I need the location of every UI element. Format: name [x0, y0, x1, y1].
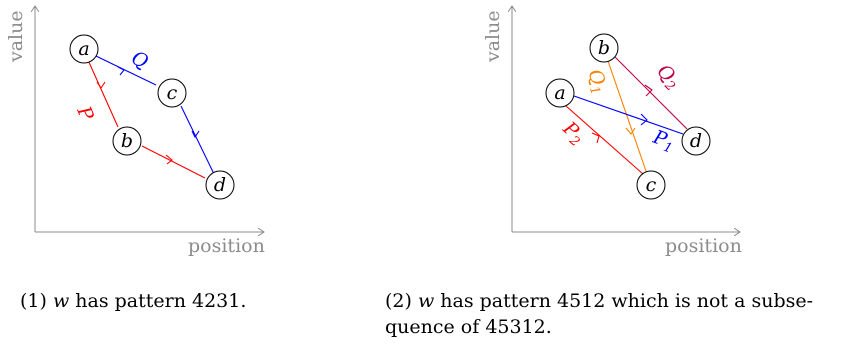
- edge-q: [95, 55, 215, 175]
- y-axis-label: value: [482, 10, 504, 63]
- node-b: b: [589, 33, 619, 63]
- edge-label-q2: Q2: [650, 60, 685, 95]
- edge-q1: [607, 60, 647, 172]
- y-axis-label: value: [5, 10, 27, 63]
- svg-text:d: d: [214, 174, 226, 196]
- edge-label-p: P: [72, 102, 98, 125]
- node-a: a: [69, 34, 99, 64]
- node-b: b: [112, 126, 142, 156]
- x-axis-label: position: [188, 235, 265, 257]
- x-axis-label: position: [665, 235, 742, 257]
- node-c: c: [157, 78, 187, 108]
- edge-label-q1: Q1: [580, 66, 612, 97]
- svg-text:c: c: [167, 82, 178, 104]
- edge-q2: [614, 56, 688, 130]
- svg-text:a: a: [78, 38, 89, 60]
- caption-1: (1) w has pattern 4231.: [20, 290, 247, 312]
- edge-label-q: Q: [128, 47, 152, 74]
- figure-2: value position Q1 Q2 P1: [482, 6, 742, 257]
- svg-text:a: a: [554, 82, 565, 104]
- svg-text:c: c: [646, 174, 657, 196]
- node-a: a: [545, 78, 575, 108]
- edge-p: [87, 59, 206, 179]
- edge-p2: [565, 105, 644, 175]
- figure-1: value position Q P a c: [5, 6, 265, 257]
- caption-2: (2) w has pattern 4512 which is not a su…: [385, 290, 814, 338]
- svg-text:d: d: [690, 130, 702, 152]
- node-c: c: [636, 170, 666, 200]
- svg-text:b: b: [598, 37, 610, 59]
- node-d: d: [681, 126, 711, 156]
- node-d: d: [205, 170, 235, 200]
- svg-text:b: b: [121, 130, 133, 152]
- edge-p1: [573, 95, 684, 135]
